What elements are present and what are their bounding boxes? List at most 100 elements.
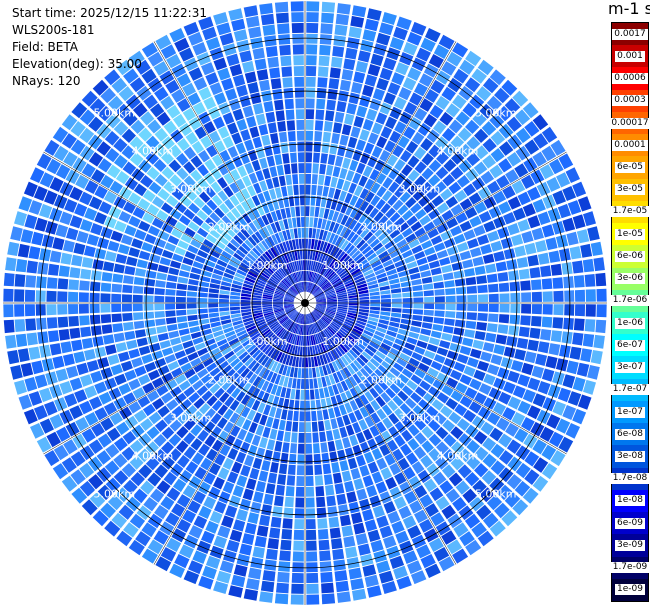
ppi-cell <box>275 209 283 221</box>
ppi-cell <box>324 268 332 278</box>
ppi-cell <box>394 172 406 185</box>
ppi-cell <box>401 178 413 190</box>
ppi-cell <box>123 392 136 405</box>
ppi-cell <box>369 287 380 293</box>
ppi-cell <box>113 470 129 485</box>
ppi-cell <box>314 273 320 284</box>
ppi-cell <box>223 43 237 56</box>
ppi-cell <box>245 277 256 284</box>
ppi-cell <box>364 272 376 280</box>
ppi-cell <box>144 233 157 245</box>
ppi-cell <box>563 276 574 289</box>
ppi-cell <box>229 529 243 542</box>
ppi-cell <box>442 272 454 281</box>
ppi-cell <box>272 451 281 463</box>
ppi-cell <box>251 300 262 303</box>
ppi-cell <box>318 529 329 540</box>
ppi-cell <box>111 303 122 313</box>
ppi-cell <box>157 188 170 201</box>
ppi-cell <box>97 484 113 501</box>
ppi-cell <box>394 408 406 420</box>
ppi-cell <box>468 401 482 414</box>
ppi-cell <box>347 262 357 271</box>
ppi-cell <box>401 429 413 442</box>
ppi-cell <box>100 226 113 239</box>
ppi-cell <box>205 72 219 86</box>
ppi-cell <box>332 428 341 440</box>
ppi-cell <box>471 177 486 191</box>
ppi-cell <box>142 382 155 394</box>
ppi-cell <box>432 379 445 391</box>
ppi-cell <box>313 217 318 228</box>
ppi-cell <box>302 346 305 357</box>
ppi-cell <box>459 250 472 261</box>
ppi-cell <box>100 303 111 313</box>
ppi-cell <box>145 441 159 455</box>
colorbar-tick-label: 6e-05 <box>615 161 645 173</box>
ppi-cell <box>306 583 319 594</box>
ppi-cell <box>533 133 549 149</box>
ppi-cell <box>374 159 386 172</box>
ppi-cell <box>387 510 401 524</box>
ppi-cell <box>191 140 205 154</box>
ppi-cell <box>451 441 465 455</box>
ppi-cell <box>232 108 244 121</box>
ppi-cell <box>66 365 79 379</box>
ppi-cell <box>233 344 244 354</box>
ppi-cell <box>545 355 558 369</box>
ppi-cell <box>235 391 246 402</box>
ppi-cell <box>337 251 346 261</box>
ppi-cell <box>313 273 318 283</box>
ppi-cell <box>291 572 304 584</box>
ppi-cell <box>514 109 531 126</box>
ppi-cell <box>270 384 278 395</box>
ppi-cell <box>168 330 180 339</box>
ppi-cell <box>427 367 439 378</box>
ppi-cell <box>186 303 197 309</box>
ppi-cell <box>334 263 343 272</box>
ppi-cell <box>355 533 368 546</box>
colorbar-tick-label: 0.0003 <box>612 95 648 107</box>
ppi-cell <box>30 423 45 439</box>
ppi-cell <box>276 269 285 279</box>
ppi-cell <box>481 121 497 136</box>
ppi-cell <box>531 279 542 290</box>
ppi-cell <box>188 374 200 385</box>
ppi-cell <box>521 292 532 302</box>
ppi-cell <box>405 233 417 243</box>
ppi-cell <box>183 418 196 431</box>
ppi-cell <box>177 356 189 366</box>
ppi-cell <box>320 264 327 275</box>
ppi-cell <box>254 535 267 548</box>
ppi-cell <box>208 293 219 298</box>
ppi-cell <box>287 131 296 142</box>
ppi-cell <box>463 409 477 423</box>
ppi-cell <box>301 238 305 249</box>
colorbar-tick-label: 1e-05 <box>615 228 645 240</box>
ppi-cell <box>209 383 221 394</box>
ppi-cell <box>280 208 287 219</box>
ppi-cell <box>209 82 223 96</box>
ppi-cell <box>462 488 478 504</box>
ppi-cell <box>287 185 294 196</box>
ppi-cell <box>60 252 73 265</box>
ppi-cell <box>253 286 264 292</box>
ppi-cell <box>312 287 320 295</box>
ppi-cell <box>168 448 182 462</box>
ppi-cell <box>432 215 445 227</box>
ppi-cell <box>156 480 171 495</box>
ppi-cell <box>57 291 68 302</box>
ppi-cell <box>283 304 294 307</box>
ppi-cell <box>306 22 319 34</box>
ppi-cell <box>324 243 331 254</box>
ppi-cell <box>255 318 265 325</box>
ppi-cell <box>339 514 351 527</box>
ppi-cell <box>283 87 294 99</box>
ppi-cell <box>98 201 112 215</box>
azimuth-spoke <box>43 151 306 304</box>
colorbar-tick-label: 0.001 <box>615 50 645 62</box>
ppi-cell <box>180 334 192 343</box>
ppi-cell <box>350 126 361 138</box>
ppi-cell <box>118 244 130 255</box>
ppi-cell <box>175 296 186 303</box>
